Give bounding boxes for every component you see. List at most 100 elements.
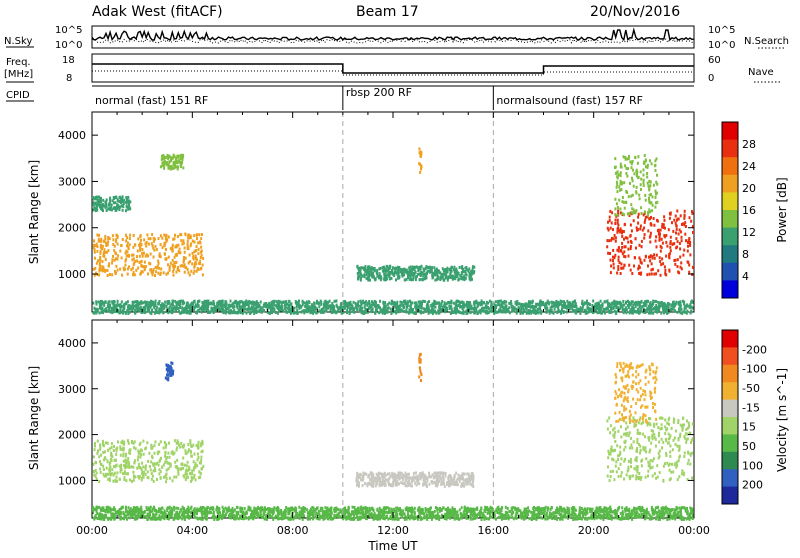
data-cell xyxy=(672,448,674,451)
data-cell xyxy=(682,254,684,257)
data-cell xyxy=(451,311,453,314)
data-cell xyxy=(102,267,104,270)
data-cell xyxy=(498,303,500,306)
data-cell xyxy=(673,259,675,262)
data-cell xyxy=(388,306,390,309)
data-cell xyxy=(649,159,651,162)
data-cell xyxy=(609,210,611,213)
data-cell xyxy=(138,452,140,455)
data-cell xyxy=(166,469,168,472)
data-cell xyxy=(143,238,145,241)
data-cell xyxy=(641,245,643,248)
data-cell xyxy=(187,476,189,479)
data-cell xyxy=(618,199,620,202)
data-cell xyxy=(147,470,149,473)
data-cell xyxy=(463,274,465,277)
data-cell xyxy=(677,421,679,424)
data-cell xyxy=(609,431,611,434)
colorbar-segment xyxy=(722,210,738,228)
data-cell xyxy=(237,307,239,310)
data-cell xyxy=(650,305,652,308)
data-cell xyxy=(182,457,184,460)
data-cell xyxy=(178,269,180,272)
data-cell xyxy=(357,300,359,303)
data-cell xyxy=(172,302,174,305)
data-cell xyxy=(531,301,533,304)
data-cell xyxy=(115,265,117,268)
data-cell xyxy=(636,465,638,468)
data-cell xyxy=(684,210,686,213)
data-cell xyxy=(170,262,172,265)
data-cell xyxy=(629,431,631,434)
data-cell xyxy=(174,256,176,259)
data-cell xyxy=(655,181,657,184)
data-cell xyxy=(164,301,166,304)
data-cell xyxy=(464,278,466,281)
data-cell xyxy=(658,452,660,455)
data-cell xyxy=(651,273,653,276)
data-cell xyxy=(145,265,147,268)
cpid-mode-label: normal (fast) 151 RF xyxy=(95,94,208,107)
data-cell xyxy=(633,211,635,214)
data-cell xyxy=(689,241,691,244)
data-cell xyxy=(606,239,608,242)
data-cell xyxy=(331,311,333,314)
data-cell xyxy=(653,457,655,460)
y-tick-label: 1000 xyxy=(58,268,86,281)
data-cell xyxy=(280,309,282,312)
data-cell xyxy=(156,248,158,251)
data-cell xyxy=(637,155,639,158)
data-cell xyxy=(639,258,641,261)
data-cell xyxy=(336,300,338,303)
velocity-frame xyxy=(92,320,694,518)
data-cell xyxy=(382,270,384,273)
data-cell xyxy=(172,238,174,241)
data-cell xyxy=(103,301,105,304)
data-cell xyxy=(141,462,143,465)
data-cell xyxy=(127,439,129,442)
data-cell xyxy=(658,434,660,437)
data-cell xyxy=(625,167,627,170)
data-cell xyxy=(670,308,672,311)
data-cell xyxy=(398,476,400,479)
data-cell xyxy=(93,311,95,314)
data-cell xyxy=(139,456,141,459)
data-cell xyxy=(93,455,95,458)
data-cell xyxy=(414,266,416,269)
data-cell xyxy=(472,265,474,268)
data-cell xyxy=(584,309,586,312)
data-cell xyxy=(104,457,106,460)
data-cell xyxy=(207,309,209,312)
data-cell xyxy=(183,261,185,264)
data-cell xyxy=(677,258,679,261)
data-cell xyxy=(482,307,484,310)
data-cell xyxy=(143,252,145,255)
data-cell xyxy=(111,273,113,276)
colorbar-segment xyxy=(722,245,738,263)
data-cell xyxy=(213,303,215,306)
data-cell xyxy=(386,270,388,273)
data-cell xyxy=(419,353,421,356)
data-cell xyxy=(145,447,147,450)
data-cell xyxy=(426,479,428,482)
colorbar-segment xyxy=(722,263,738,281)
data-cell xyxy=(202,264,204,267)
data-cell xyxy=(120,197,122,200)
data-cell xyxy=(652,430,654,433)
data-cell xyxy=(224,305,226,308)
data-cell xyxy=(155,309,157,312)
data-cell xyxy=(405,303,407,306)
data-cell xyxy=(517,303,519,306)
data-cell xyxy=(148,452,150,455)
data-cell xyxy=(664,219,666,222)
data-cell xyxy=(428,312,430,315)
data-cell xyxy=(211,307,213,310)
data-cell xyxy=(111,300,113,303)
data-cell xyxy=(642,433,644,436)
data-cell xyxy=(432,273,434,276)
noise-left-label: N.Sky xyxy=(4,36,32,47)
data-cell xyxy=(138,477,140,480)
data-cell xyxy=(394,301,396,304)
data-cell xyxy=(681,239,683,242)
data-cell xyxy=(629,447,631,450)
